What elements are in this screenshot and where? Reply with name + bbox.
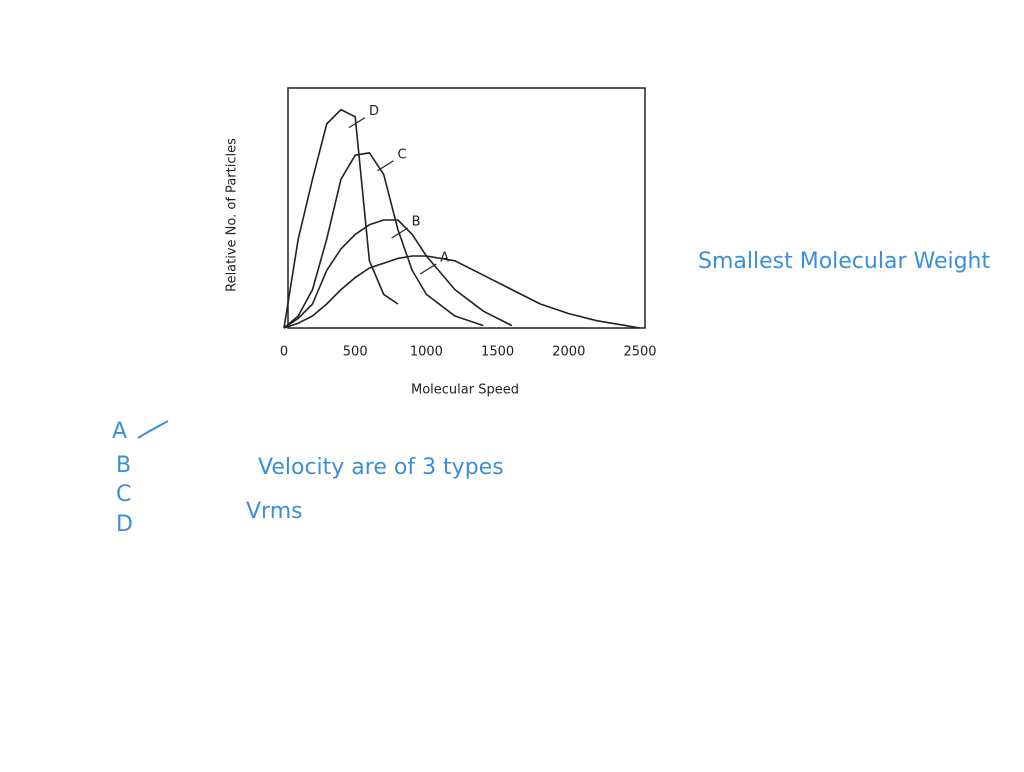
series-label: A — [440, 251, 449, 266]
side-remark: Smallest Molecular Weight — [698, 249, 990, 274]
speed-curve — [283, 219, 513, 329]
label-leader — [377, 160, 394, 172]
speed-curve — [283, 255, 641, 329]
x-tick-label: 500 — [343, 345, 368, 360]
y-axis-title: Relative No. of Particles — [225, 138, 240, 292]
plot-frame — [287, 87, 646, 329]
label-leader — [419, 263, 437, 275]
x-tick-label: 0 — [280, 345, 288, 360]
x-tick-label: 1500 — [481, 345, 514, 360]
option-label: D — [116, 512, 133, 537]
series-label: C — [397, 147, 406, 162]
speed-curve — [283, 108, 399, 329]
series-label: D — [369, 104, 379, 119]
option-label: C — [116, 482, 131, 507]
option-label: A — [112, 419, 127, 444]
velocity-remark: Velocity are of 3 types — [258, 455, 504, 480]
speed-curve — [283, 152, 484, 329]
x-tick-label: 2500 — [623, 345, 656, 360]
x-tick-label: 1000 — [410, 345, 443, 360]
check-mark — [137, 420, 169, 439]
label-leader — [391, 227, 408, 239]
option-label: B — [116, 453, 131, 478]
label-leader — [348, 117, 366, 129]
series-label: B — [412, 215, 421, 230]
vrms-note: Vrms — [246, 499, 303, 524]
x-axis-title: Molecular Speed — [411, 383, 519, 398]
x-tick-label: 2000 — [552, 345, 585, 360]
